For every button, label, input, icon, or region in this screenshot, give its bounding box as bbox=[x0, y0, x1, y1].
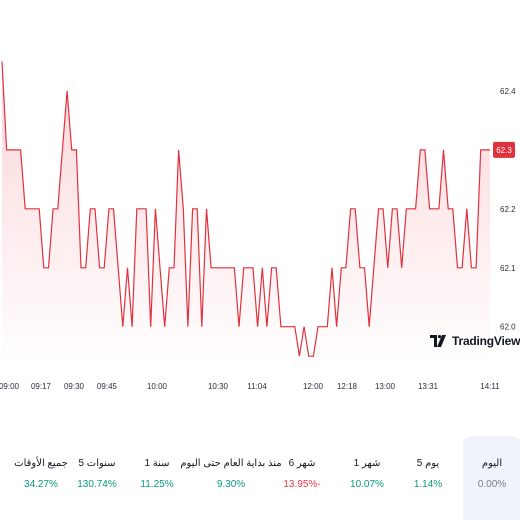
y-tick-label: 62.2 bbox=[500, 205, 516, 214]
y-tick-label: 62.0 bbox=[500, 323, 516, 332]
performance-period-value: 10.07% bbox=[350, 479, 384, 490]
performance-period-button[interactable]: 5 سنوات 130.74% bbox=[42, 436, 152, 520]
performance-period-button[interactable]: 1 سنة 11.25% bbox=[102, 436, 212, 520]
price-line bbox=[1, 61, 490, 357]
performance-period-value: 34.27% bbox=[24, 479, 58, 490]
x-tick-label: 13:00 bbox=[375, 382, 396, 391]
x-tick-label: 14:11 bbox=[480, 382, 500, 391]
performance-period-value: 1.14% bbox=[413, 479, 443, 490]
last-price-label: 62.3 bbox=[496, 146, 512, 155]
performance-period-value: 0.00% bbox=[477, 479, 507, 490]
tradingview-logo[interactable]: TradingView bbox=[430, 334, 520, 348]
performance-period-button[interactable]: اليوم 0.00% bbox=[463, 436, 520, 520]
performance-period-value: 13.95%- bbox=[283, 479, 321, 490]
y-tick-label: 62.4 bbox=[500, 87, 516, 96]
performance-period-button[interactable]: 5 يوم 1.14% bbox=[373, 436, 483, 520]
performance-period-label: 1 سنة bbox=[144, 458, 170, 469]
performance-period-button[interactable]: منذ بداية العام حتى اليوم 9.30% bbox=[176, 436, 286, 520]
performance-period-button[interactable]: جميع الأوقات 34.27% bbox=[0, 436, 96, 520]
x-axis: 09:00 09:17 09:30 09:45 10:00 10:30 11:04 12:00… bbox=[0, 382, 500, 391]
performance-period-label: 5 سنوات bbox=[78, 458, 116, 469]
y-axis: 62.462.362.262.162.0 bbox=[500, 87, 516, 332]
performance-bar: اليوم 0.00% 5 يوم 1.14% 1 شهر 10.07% 6 شهر 13.9… bbox=[0, 436, 520, 520]
performance-period-label: 5 يوم bbox=[416, 458, 440, 469]
performance-period-label: جميع الأوقات bbox=[14, 458, 68, 469]
performance-period-label: 6 شهر bbox=[288, 458, 316, 469]
last-price-badge: 62.3 bbox=[493, 141, 515, 158]
x-tick-label: 13:31 bbox=[418, 382, 439, 391]
performance-period-value: 9.30% bbox=[216, 479, 246, 490]
x-tick-label: 09:30 bbox=[64, 382, 85, 391]
performance-period-label: منذ بداية العام حتى اليوم bbox=[180, 458, 282, 469]
price-area-fill bbox=[2, 61, 490, 368]
tradingview-logo-icon bbox=[430, 335, 446, 347]
x-tick-label: 10:30 bbox=[208, 382, 229, 391]
x-tick-label: 11:04 bbox=[247, 382, 267, 391]
performance-period-value: 11.25% bbox=[140, 479, 174, 490]
performance-period-button[interactable]: 1 شهر 10.07% bbox=[312, 436, 422, 520]
performance-period-button[interactable]: 6 شهر 13.95%- bbox=[247, 436, 357, 520]
x-tick-label: 09:17 bbox=[31, 382, 52, 391]
last-price-badge-bg bbox=[493, 141, 515, 158]
x-tick-label: 10:00 bbox=[147, 382, 168, 391]
x-tick-label: 12:18 bbox=[337, 382, 358, 391]
performance-period-label: اليوم bbox=[481, 458, 503, 469]
x-tick-label: 12:00 bbox=[303, 382, 324, 391]
price-chart[interactable]: 62.4 62.3 62.2 62.1 62.0 09:00 09:17 09:30 09:4… bbox=[0, 0, 520, 400]
performance-period-label: 1 شهر bbox=[353, 458, 381, 469]
performance-period-value: 130.74% bbox=[77, 479, 117, 490]
x-tick-label: 09:45 bbox=[97, 382, 118, 391]
tradingview-logo-text: TradingView bbox=[452, 334, 520, 348]
x-tick-label: 09:00 bbox=[0, 382, 20, 391]
y-tick-label: 62.1 bbox=[500, 264, 516, 273]
